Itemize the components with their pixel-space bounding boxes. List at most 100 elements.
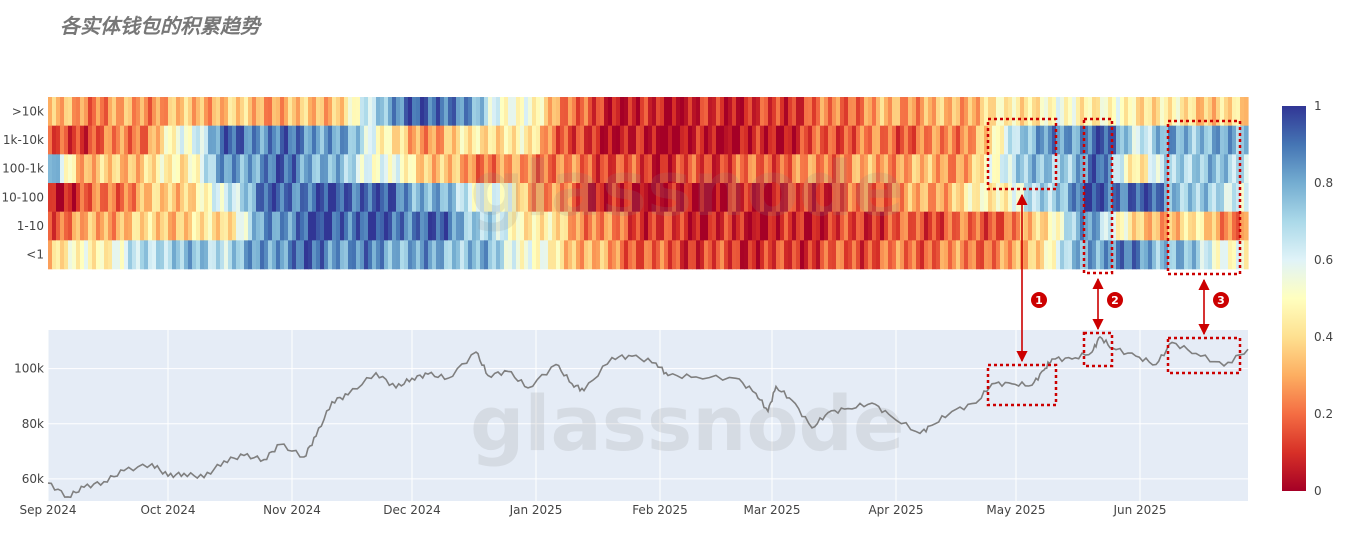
heatmap-cell <box>700 125 705 155</box>
heatmap-cell <box>312 183 317 212</box>
heatmap-cell <box>300 211 305 241</box>
heatmap-cell <box>728 211 733 241</box>
heatmap-cell <box>1024 97 1029 126</box>
heatmap-cell <box>360 97 365 126</box>
heatmap-cell <box>504 240 509 270</box>
heatmap-cell <box>624 183 629 212</box>
heatmap-cell <box>352 97 357 126</box>
heatmap-cell <box>916 211 921 241</box>
heatmap-cell <box>916 240 921 270</box>
heatmap-cell <box>56 240 61 270</box>
heatmap-cell <box>592 154 597 184</box>
heatmap-cell <box>1132 240 1137 270</box>
heatmap-cell <box>588 183 593 212</box>
heatmap-cell <box>748 240 753 270</box>
heatmap-cell <box>600 183 605 212</box>
heatmap-cell <box>524 154 529 184</box>
heatmap-cell <box>588 125 593 155</box>
heatmap-cell <box>1032 125 1037 155</box>
heatmap-cell <box>516 183 521 212</box>
heatmap-cell <box>1068 183 1073 212</box>
heatmap-cell <box>1124 97 1129 126</box>
heatmap-cell <box>1204 183 1209 212</box>
heatmap-cell <box>1188 183 1193 212</box>
heatmap-cell <box>984 125 989 155</box>
heatmap-cell <box>420 211 425 241</box>
heatmap-cell <box>364 240 369 270</box>
heatmap-cell <box>936 154 941 184</box>
heatmap-cell <box>996 183 1001 212</box>
heatmap-cell <box>440 183 445 212</box>
heatmap-cell <box>976 154 981 184</box>
heatmap-cell <box>428 240 433 270</box>
heatmap-cell <box>260 183 265 212</box>
heatmap-cell <box>1004 211 1009 241</box>
heatmap-cell <box>488 183 493 212</box>
heatmap-cell <box>228 154 233 184</box>
heatmap-cell <box>656 125 661 155</box>
heatmap-cell <box>536 211 541 241</box>
heatmap-cell <box>600 97 605 126</box>
heatmap-cell <box>332 154 337 184</box>
heatmap-cell <box>360 125 365 155</box>
heatmap-cell <box>464 211 469 241</box>
heatmap-cell <box>1148 211 1153 241</box>
heatmap-cell <box>496 240 501 270</box>
heatmap-cell <box>596 183 601 212</box>
heatmap-cell <box>556 154 561 184</box>
heatmap-cell <box>536 125 541 155</box>
heatmap-cell <box>300 183 305 212</box>
heatmap-cell <box>1096 240 1101 270</box>
heatmap-cell <box>348 240 353 270</box>
heatmap-cell <box>880 183 885 212</box>
heatmap-cell <box>1228 154 1233 184</box>
heatmap-cell <box>128 154 133 184</box>
heatmap-cell <box>1196 97 1201 126</box>
heatmap-cell <box>180 240 185 270</box>
heatmap-cell <box>616 125 621 155</box>
heatmap-cell <box>288 97 293 126</box>
heatmap-cell <box>296 154 301 184</box>
heatmap-cell <box>980 211 985 241</box>
heatmap-cell <box>1172 211 1177 241</box>
heatmap-cell <box>344 125 349 155</box>
heatmap-cell <box>128 211 133 241</box>
heatmap-cell <box>280 97 285 126</box>
heatmap-cell <box>1156 240 1161 270</box>
heatmap-cell <box>1040 183 1045 212</box>
heatmap-cell <box>804 154 809 184</box>
heatmap-cell <box>392 125 397 155</box>
heatmap-cell <box>292 125 297 155</box>
heatmap-cell <box>412 240 417 270</box>
heatmap-cell <box>884 211 889 241</box>
heatmap-cell <box>1164 211 1169 241</box>
heatmap-cell <box>200 240 205 270</box>
heatmap-cell <box>428 125 433 155</box>
heatmap-cell <box>960 183 965 212</box>
heatmap-cell <box>980 97 985 126</box>
heatmap-cell <box>60 183 65 212</box>
heatmap-cell <box>224 97 229 126</box>
heatmap-cell <box>680 183 685 212</box>
heatmap-cell <box>356 97 361 126</box>
heatmap-cell <box>1184 183 1189 212</box>
heatmap-cell <box>804 183 809 212</box>
heatmap-cell <box>700 183 705 212</box>
heatmap-cell <box>160 240 165 270</box>
heatmap-cell <box>208 154 213 184</box>
heatmap-cell <box>552 240 557 270</box>
heatmap-cell <box>412 97 417 126</box>
heatmap-cell <box>152 154 157 184</box>
heatmap-cell <box>1072 97 1077 126</box>
heatmap-cell <box>248 183 253 212</box>
heatmap-cell <box>244 211 249 241</box>
heatmap-cell <box>420 183 425 212</box>
heatmap-cell <box>340 154 345 184</box>
heatmap-cell <box>256 183 261 212</box>
heatmap-cell <box>676 154 681 184</box>
heatmap-cell <box>1004 183 1009 212</box>
heatmap-cell <box>928 154 933 184</box>
heatmap-cell <box>548 97 553 126</box>
heatmap-cell <box>1088 154 1093 184</box>
heatmap-cell <box>840 240 845 270</box>
